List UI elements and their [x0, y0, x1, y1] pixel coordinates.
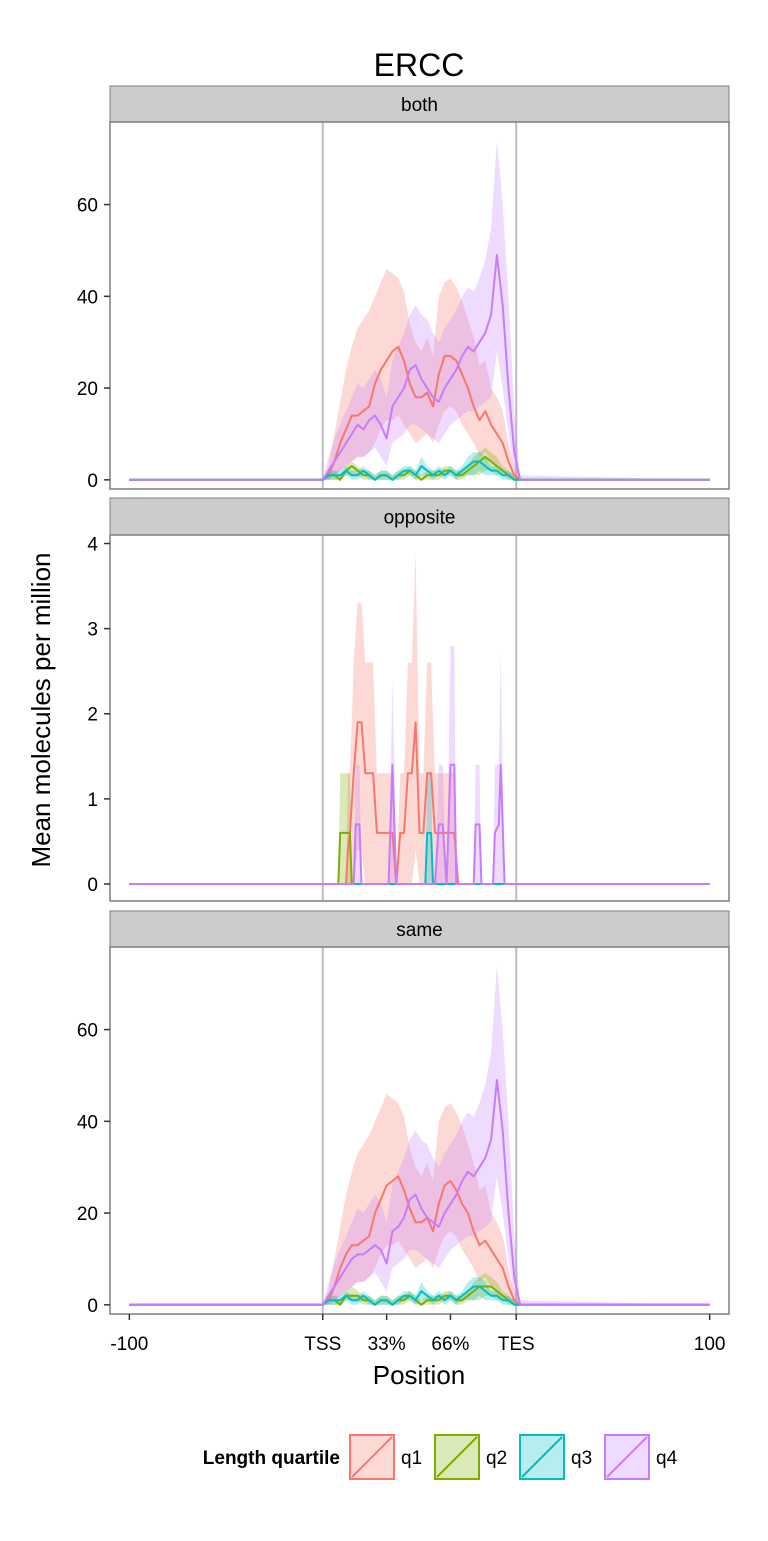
- plot-background: [110, 535, 729, 901]
- panel-content: [129, 552, 710, 885]
- ribbon-q1: [129, 1093, 710, 1305]
- chart-title: ERCC: [374, 47, 465, 83]
- y-tick-label: 60: [77, 1021, 98, 1042]
- legend-key-line: [436, 1436, 478, 1478]
- panel-content: [129, 965, 710, 1306]
- panel-border: [109, 946, 730, 1315]
- panel-opposite: opposite 0 1 2 3 4: [87, 497, 730, 902]
- legend-item-q1: q1: [349, 1434, 422, 1480]
- legend-key-line: [351, 1436, 393, 1478]
- legend-title: Length quartile: [203, 1448, 340, 1469]
- strip-label-same: same: [396, 920, 442, 941]
- y-tick-label: 2: [87, 705, 98, 726]
- x-axis-title: Position: [373, 1360, 466, 1390]
- panel-content: [129, 140, 710, 481]
- x-tick-label: 66%: [431, 1334, 469, 1355]
- series-line-q3: [129, 460, 710, 481]
- y-tick-label: 20: [77, 1204, 98, 1225]
- ribbon-q4: [129, 140, 710, 480]
- strip-background: [109, 497, 730, 536]
- series-line-q4: [129, 763, 710, 885]
- strip-background: [109, 85, 730, 123]
- y-tick-label: 20: [77, 379, 98, 400]
- y-tick-label: 0: [87, 471, 98, 492]
- legend-label: q2: [486, 1448, 507, 1469]
- y-axis-title: Mean molecules per million: [26, 552, 56, 867]
- legend-item-q3: q3: [519, 1434, 592, 1480]
- strip-label-both: both: [401, 95, 438, 116]
- series-line-q4: [129, 254, 710, 481]
- y-tick-label: 40: [77, 287, 98, 308]
- x-axis: -100 TSS 33% 66% TES 100: [110, 1314, 726, 1355]
- panel-border: [109, 121, 730, 490]
- series-line-q1: [129, 1175, 710, 1306]
- y-tick-label: 0: [87, 1296, 98, 1317]
- y-tick-label: 3: [87, 620, 98, 641]
- x-tick-label: 100: [694, 1334, 726, 1355]
- legend-key-line: [606, 1436, 648, 1478]
- legend-item-q4: q4: [604, 1434, 678, 1480]
- series-line-q2: [129, 455, 710, 481]
- ribbon-q4: [129, 965, 710, 1305]
- y-tick-label: 1: [87, 790, 98, 811]
- strip-background: [109, 910, 730, 948]
- series-line-q2: [129, 1285, 710, 1306]
- x-tick-label: TSS: [304, 1334, 341, 1355]
- x-tick-label: TES: [498, 1334, 535, 1355]
- legend-key-line: [521, 1436, 563, 1478]
- plot-background: [110, 122, 729, 489]
- strip-label-opposite: opposite: [384, 508, 456, 529]
- x-tick-label: 33%: [368, 1334, 406, 1355]
- y-tick-label: 0: [87, 875, 98, 896]
- legend: Length quartile q1 q2 q3 q4: [203, 1434, 678, 1480]
- x-tick-label: -100: [110, 1334, 148, 1355]
- series-line-q1: [129, 345, 710, 481]
- panel-border: [109, 534, 730, 902]
- panel-same: same 0 20 40 60: [77, 910, 730, 1317]
- series-line-q4: [129, 1079, 710, 1306]
- legend-label: q3: [571, 1448, 592, 1469]
- legend-item-q2: q2: [434, 1434, 507, 1480]
- legend-label: q1: [401, 1448, 422, 1469]
- ribbon-q3: [129, 1277, 710, 1305]
- panels: both 0 20 40 60 opposite 0 1 2 3 4 same 0 20 40 60: [77, 85, 730, 1317]
- plot-background: [110, 947, 729, 1314]
- series-line-q3: [129, 1285, 710, 1306]
- ribbon-q3: [129, 452, 710, 480]
- legend-label: q4: [656, 1448, 678, 1469]
- y-tick-label: 40: [77, 1112, 98, 1133]
- y-tick-label: 60: [77, 196, 98, 217]
- y-tick-label: 4: [87, 535, 98, 556]
- panel-both: both 0 20 40 60: [77, 85, 730, 492]
